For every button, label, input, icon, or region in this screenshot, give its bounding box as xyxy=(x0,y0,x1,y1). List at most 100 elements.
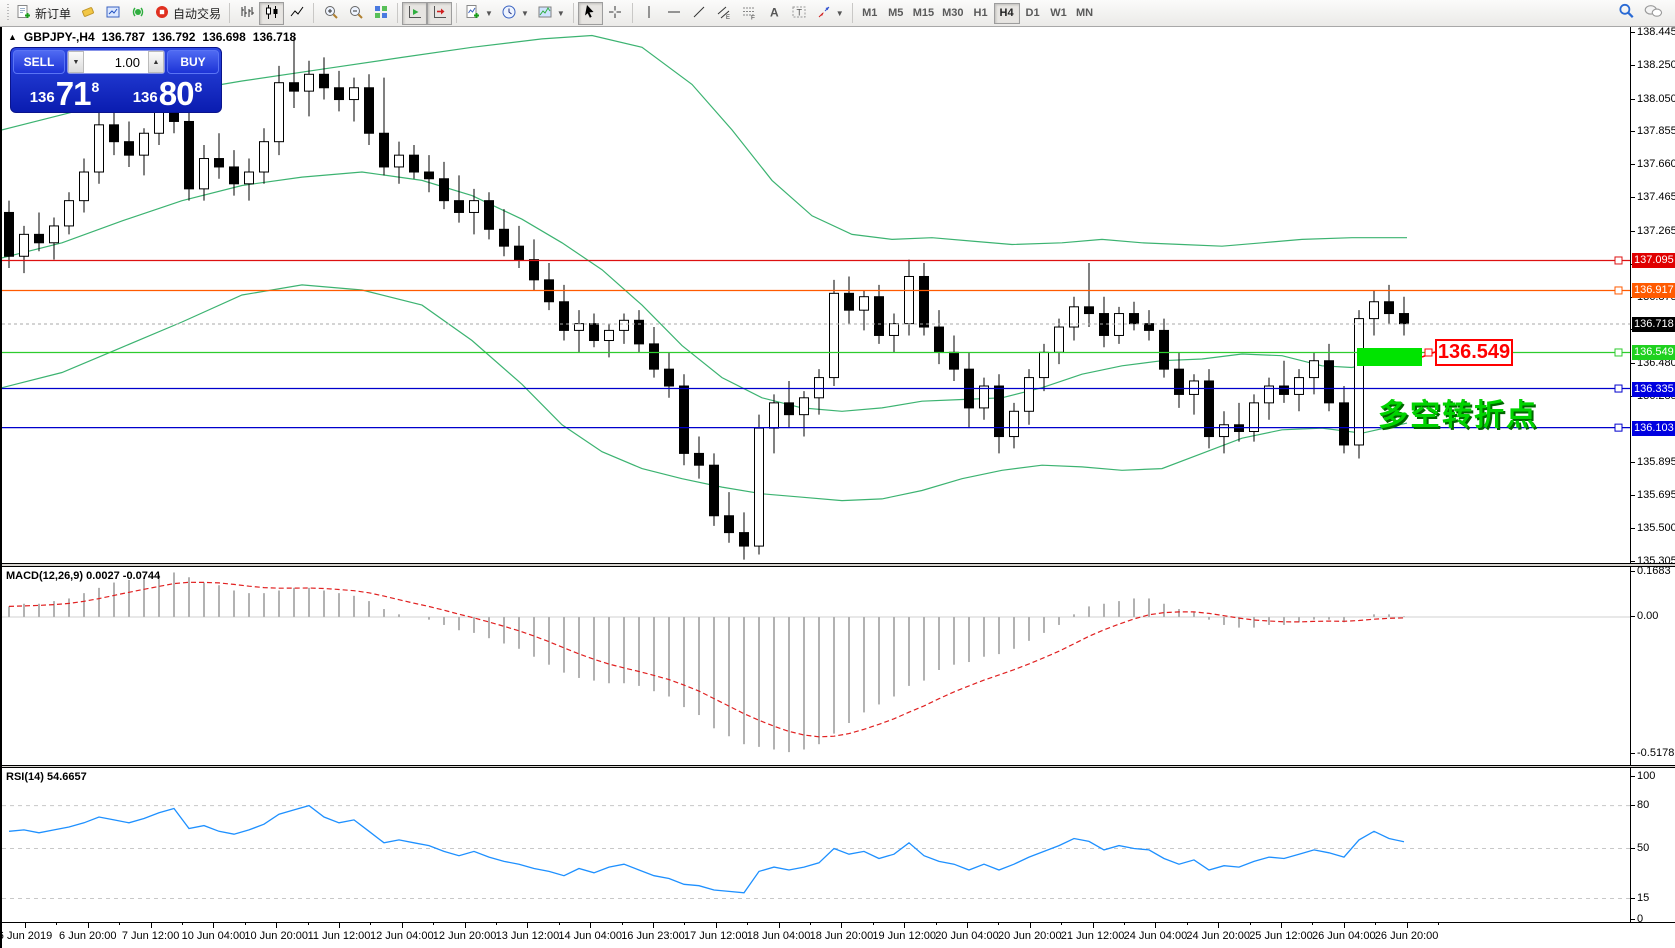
trendline-button[interactable] xyxy=(687,2,712,25)
equidistant-channel-button[interactable]: E xyxy=(712,2,737,25)
dropdown-caret-icon: ▼ xyxy=(485,8,493,18)
market-watch-button[interactable] xyxy=(100,2,125,25)
arrows-icon xyxy=(816,4,832,23)
rsi-svg[interactable] xyxy=(2,768,1630,922)
text-button[interactable]: A xyxy=(762,2,787,25)
arrows-button[interactable]: ▼ xyxy=(812,2,848,25)
timeframe-m30[interactable]: M30 xyxy=(938,3,967,24)
svg-text:E: E xyxy=(726,15,730,20)
price-tick-label: 138.050 xyxy=(1630,92,1675,105)
svg-text:T: T xyxy=(797,7,803,17)
indicators-button[interactable]: ▼ xyxy=(461,2,497,25)
zoom-out-button[interactable] xyxy=(343,2,368,25)
text-label-button[interactable]: T xyxy=(787,2,812,25)
vertical-line-button[interactable] xyxy=(637,2,662,25)
time-tick-label: 18 Jun 04:00 xyxy=(746,930,811,942)
timeframe-h4[interactable]: H4 xyxy=(993,2,1020,24)
horizontal-line-icon xyxy=(666,4,682,23)
bull-candle xyxy=(1114,313,1124,336)
bear-candle xyxy=(664,368,674,387)
volume-increase-button[interactable]: ▲ xyxy=(148,51,164,73)
bull-candle xyxy=(19,233,29,257)
auto-trading-button[interactable]: 自动交易 xyxy=(150,2,225,25)
horizontal-line-button[interactable] xyxy=(662,2,687,25)
bear-candle xyxy=(34,233,44,244)
signals-button[interactable] xyxy=(125,2,150,25)
bear-candle xyxy=(1144,323,1154,331)
bull-candle xyxy=(259,141,269,173)
price-chart-svg[interactable] xyxy=(2,27,1630,563)
bull-candle xyxy=(814,377,824,399)
bull-candle xyxy=(979,385,989,409)
bear-candle xyxy=(439,178,449,202)
cursor-button[interactable] xyxy=(577,1,603,25)
highlight-button[interactable] xyxy=(75,2,100,25)
price-tick-label: 135.695 xyxy=(1630,489,1675,502)
bear-candle xyxy=(844,292,854,311)
zoom-in-button[interactable] xyxy=(318,2,343,25)
bull-candle xyxy=(49,225,59,244)
chart-window: ▲ GBPJPY-,H4 136.787 136.792 136.698 136… xyxy=(0,26,1675,948)
collapse-icon[interactable]: ▲ xyxy=(8,32,17,42)
timeframe-mn[interactable]: MN xyxy=(1072,3,1098,24)
rsi-panel[interactable]: RSI(14) 54.6657 xyxy=(2,768,1630,922)
macd-signal-line xyxy=(8,581,1405,738)
bear-candle xyxy=(919,275,929,328)
turning-point-annotation[interactable]: 多空转折点 xyxy=(1378,399,1538,432)
timeframe-d1[interactable]: D1 xyxy=(1020,3,1046,24)
time-tick-mark xyxy=(56,923,58,925)
bull-candle xyxy=(619,319,629,331)
bear-candle xyxy=(694,452,704,466)
bar-chart-button[interactable] xyxy=(234,2,259,25)
time-tick-label: 12 Jun 20:00 xyxy=(432,930,497,942)
buy-price[interactable]: 136 80 8 xyxy=(116,74,219,110)
macd-panel[interactable]: MACD(12,26,9) 0.0027 -0.0744 xyxy=(2,567,1630,765)
timeframe-m15[interactable]: M15 xyxy=(909,3,938,24)
crosshair-button[interactable] xyxy=(603,2,628,25)
timeframe-w1[interactable]: W1 xyxy=(1046,3,1072,24)
line-chart-button[interactable] xyxy=(284,2,309,25)
bear-candle xyxy=(1129,313,1139,325)
time-tick-mark xyxy=(1343,923,1345,928)
channel-icon: E xyxy=(716,4,732,23)
candlestick-chart-button[interactable] xyxy=(259,1,285,25)
panel-splitter[interactable] xyxy=(2,563,1675,567)
buy-price-figure: 136 xyxy=(132,89,158,106)
volume-decrease-button[interactable]: ▼ xyxy=(68,51,84,73)
time-tick-label: 24 Jun 04:00 xyxy=(1123,930,1188,942)
time-tick-label: 20 Jun 04:00 xyxy=(935,930,999,942)
time-tick-mark xyxy=(1186,923,1188,925)
toolbar-separator xyxy=(631,3,633,23)
time-axis[interactable]: 6 Jun 2019 6 Jun 20:00 7 Jun 12:00 10 Jun 0… xyxy=(0,922,1675,948)
timeframe-m5[interactable]: M5 xyxy=(883,3,909,24)
fibonacci-button[interactable]: F xyxy=(737,2,762,25)
macd-svg[interactable] xyxy=(2,567,1630,765)
periods-button[interactable]: ▼ xyxy=(497,2,533,25)
timeframe-h1[interactable]: H1 xyxy=(968,3,994,24)
highlight-rectangle[interactable] xyxy=(1357,348,1422,366)
time-tick-mark xyxy=(401,923,403,928)
tile-windows-button[interactable] xyxy=(368,2,393,25)
low-value: 136.698 xyxy=(202,30,246,44)
price-axis[interactable]: 138.445 138.250 138.050 137.855 137.660 137.4… xyxy=(1629,26,1675,925)
volume-input[interactable]: 1.00 xyxy=(114,54,140,70)
sell-price[interactable]: 136 71 8 xyxy=(13,74,116,110)
toolbar-grip[interactable] xyxy=(7,4,9,22)
chart-shift-button[interactable] xyxy=(427,1,453,25)
templates-button[interactable]: ▼ xyxy=(533,2,569,25)
timeframe-m1[interactable]: M1 xyxy=(857,3,883,24)
time-tick-mark xyxy=(1249,923,1251,925)
main-chart-panel[interactable]: ▲ GBPJPY-,H4 136.787 136.792 136.698 136… xyxy=(2,27,1630,563)
bear-candle xyxy=(784,402,794,416)
auto-scroll-button[interactable] xyxy=(402,1,428,25)
price-callout-label[interactable]: 136.549 xyxy=(1435,339,1513,366)
search-icon[interactable] xyxy=(1617,2,1635,25)
panel-splitter[interactable] xyxy=(2,765,1675,768)
chat-icon[interactable] xyxy=(1643,2,1663,25)
bull-candle xyxy=(394,154,404,168)
new-order-button[interactable]: 新订单 xyxy=(12,2,75,25)
price-tick-label: 137.660 xyxy=(1630,158,1675,171)
buy-button[interactable]: BUY xyxy=(167,50,219,74)
bull-candle xyxy=(829,292,839,379)
sell-button[interactable]: SELL xyxy=(13,50,65,74)
